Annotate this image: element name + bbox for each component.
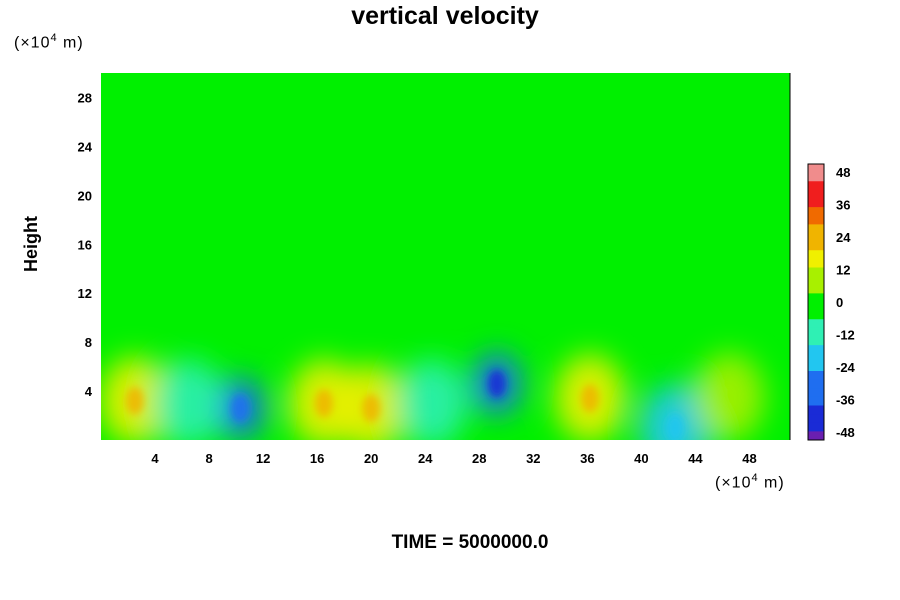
- colorbar-segment: [808, 267, 824, 277]
- colorbar: 48 36 24 12 0 -12 -24 -36 -48: [807, 163, 856, 441]
- y-tick-label-24: 24: [78, 139, 93, 154]
- colorbar-segment: [808, 422, 824, 432]
- x-tick-label-8: 8: [205, 451, 212, 466]
- colorbar-tick-24: 24: [836, 230, 851, 245]
- field-core-2: [231, 394, 250, 423]
- field-core-5: [487, 369, 506, 398]
- time-label: TIME = 5000000.0: [391, 532, 549, 553]
- x-tick-label-40: 40: [634, 451, 648, 466]
- colorbar-tick-0: 0: [836, 295, 843, 310]
- colorbar-segment: [808, 310, 824, 320]
- colorbar-segment: [808, 336, 824, 346]
- colorbar-segment: [808, 405, 824, 415]
- colorbar-tick--48: -48: [836, 425, 855, 440]
- chart-title: vertical velocity: [351, 2, 539, 30]
- field-feature-10: [694, 353, 765, 440]
- field-feature-9: [153, 359, 225, 440]
- colorbar-segment: [808, 414, 824, 424]
- x-tick-label-24: 24: [418, 451, 433, 466]
- field-core-1: [125, 386, 144, 415]
- colorbar-segment: [808, 379, 824, 389]
- x-tick-label-12: 12: [256, 451, 270, 466]
- colorbar-segment: [808, 319, 824, 329]
- y-tick-label-20: 20: [78, 188, 92, 203]
- colorbar-segment: [808, 327, 824, 337]
- x-tick-label-32: 32: [526, 451, 540, 466]
- colorbar-segment: [808, 215, 824, 225]
- y-tick-label-16: 16: [78, 237, 92, 252]
- y-tick-label-4: 4: [85, 384, 93, 399]
- field-core-3: [314, 389, 333, 418]
- colorbar-segment: [808, 345, 824, 355]
- field-feature-8: [396, 359, 468, 440]
- colorbar-tick-12: 12: [836, 263, 850, 278]
- colorbar-tick-36: 36: [836, 198, 850, 213]
- field-core-4: [362, 394, 381, 423]
- x-tick-label-28: 28: [472, 451, 486, 466]
- colorbar-frame: [807, 163, 825, 441]
- colorbar-segment: [808, 241, 824, 251]
- colorbar-segment: [808, 293, 824, 303]
- field-feature-7: [639, 383, 711, 440]
- colorbar-segment: [808, 258, 824, 268]
- field-core-6: [581, 384, 600, 413]
- y-axis-unit: (×104 m): [14, 32, 84, 52]
- colorbar-segment: [808, 250, 824, 260]
- colorbar-segment: [808, 181, 824, 191]
- x-tick-label-48: 48: [742, 451, 756, 466]
- y-axis-ticks: 4 8 12 16 20 24 28: [78, 90, 93, 399]
- colorbar-segment: [808, 396, 824, 406]
- colorbar-segment: [808, 276, 824, 286]
- colorbar-segment: [808, 284, 824, 294]
- colorbar-segment: [808, 362, 824, 372]
- colorbar-segment: [808, 172, 824, 182]
- x-axis-unit: (×104 m): [715, 472, 785, 492]
- colorbar-tick--24: -24: [836, 360, 856, 375]
- colorbar-tick-48: 48: [836, 165, 850, 180]
- x-tick-label-44: 44: [688, 451, 703, 466]
- colorbar-tick--36: -36: [836, 393, 855, 408]
- y-tick-label-8: 8: [85, 335, 92, 350]
- x-tick-label-36: 36: [580, 451, 594, 466]
- plot-area: [101, 73, 791, 440]
- x-axis-ticks: 4 8 12 16 20 24 28 32 36 40 44 48: [151, 451, 756, 466]
- colorbar-tick--12: -12: [836, 328, 855, 343]
- colorbar-segment: [808, 224, 824, 234]
- x-tick-label-4: 4: [151, 451, 159, 466]
- x-tick-label-20: 20: [364, 451, 378, 466]
- field-core-7: [666, 413, 685, 440]
- colorbar-segment: [808, 302, 824, 312]
- y-tick-label-12: 12: [78, 286, 92, 301]
- colorbar-segment: [808, 388, 824, 398]
- colorbar-segment: [808, 198, 824, 208]
- x-tick-label-16: 16: [310, 451, 324, 466]
- colorbar-segment: [808, 164, 824, 174]
- colorbar-segment: [808, 431, 824, 441]
- colorbar-segment: [808, 353, 824, 363]
- colorbar-segment: [808, 371, 824, 381]
- y-tick-label-28: 28: [78, 90, 92, 105]
- colorbar-segment: [808, 207, 824, 217]
- colorbar-segment: [808, 233, 824, 243]
- colorbar-segment: [808, 189, 824, 199]
